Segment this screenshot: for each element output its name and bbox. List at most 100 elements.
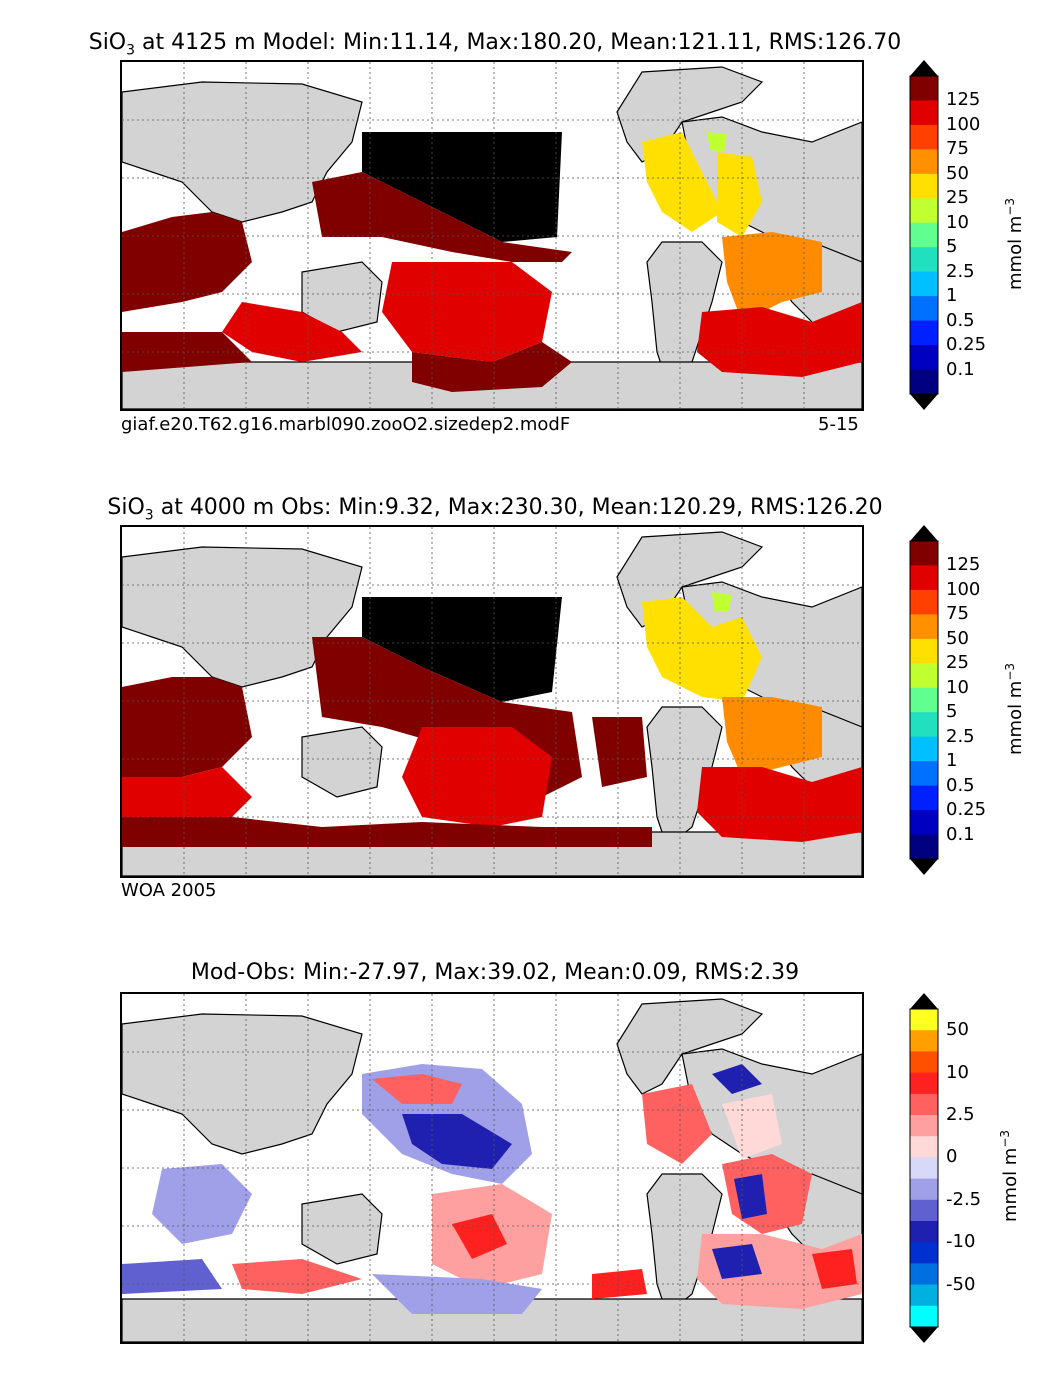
map-model [120, 60, 864, 411]
land-masses [122, 66, 862, 409]
colorbar-extend-top [910, 993, 938, 1009]
colorbar-tick-label: 100 [946, 113, 981, 135]
colorbar-swatch [910, 638, 938, 664]
colorbar-tick-label: 10 [946, 211, 969, 233]
colorbar-swatch [910, 1136, 938, 1158]
colorbar-swatch [910, 369, 938, 395]
colorbar-tick-label: 5 [946, 236, 958, 258]
colorbar-swatch [910, 761, 938, 787]
colorbar-tick-label: 50 [946, 162, 969, 184]
colorbar-tick-label: 0.5 [946, 309, 975, 331]
colorbar-tick-label: 0.25 [946, 334, 987, 356]
colorbar-tick-label: 75 [946, 138, 969, 160]
colorbar-swatch [910, 1051, 938, 1074]
colorbar-swatch [910, 271, 938, 297]
colorbar-tick-label: 0.25 [946, 799, 987, 821]
colorbar-obs [909, 525, 939, 875]
colorbar-swatch [910, 1009, 938, 1031]
colorbar-swatch [910, 736, 938, 762]
panel-model: SiO3 at 4125 m Model: Min:11.14, Max:180… [0, 0, 1054, 460]
colorbar-swatch [910, 1072, 938, 1095]
data-field [122, 592, 862, 847]
colorbar-swatch [910, 810, 938, 836]
caption-dataset: WOA 2005 [121, 880, 217, 901]
colorbar-diff [909, 993, 939, 1343]
colorbar-tick-label: -2.5 [946, 1188, 982, 1210]
colorbar-swatch [910, 565, 938, 591]
colorbar-swatch [910, 1284, 938, 1307]
map-graphic [122, 527, 862, 876]
colorbar-tick-label: 50 [946, 627, 969, 649]
colorbar-tick-label: -50 [946, 1273, 976, 1295]
colorbar-swatch [910, 320, 938, 346]
colorbar-unit: mmol m−3 [998, 1129, 1021, 1222]
colorbar-swatch [910, 198, 938, 224]
colorbar-swatch [910, 124, 938, 150]
colorbar-tick-label: 75 [946, 603, 969, 625]
colorbar-tick-label: 1 [946, 285, 958, 307]
colorbar-swatch [910, 100, 938, 126]
colorbar-swatch [910, 345, 938, 371]
colorbar-swatch [910, 1242, 938, 1264]
colorbar-tick-label: 10 [946, 1061, 969, 1083]
colorbar-model [909, 60, 939, 410]
map-diff [120, 992, 864, 1344]
colorbar-tick-label: 1 [946, 750, 958, 772]
colorbar-tick-label: 0.5 [946, 774, 975, 796]
panel-title: Mod-Obs: Min:-27.97, Max:39.02, Mean:0.0… [190, 960, 800, 985]
panel-obs: SiO3 at 4000 m Obs: Min:9.32, Max:230.30… [107, 495, 1026, 901]
colorbar-swatch [910, 173, 938, 199]
colorbar-swatch [910, 663, 938, 689]
colorbar-tick-label: 25 [946, 652, 969, 674]
colorbar-tick-label: 5 [946, 701, 958, 723]
data-field [122, 132, 862, 392]
colorbar-swatch [910, 1305, 938, 1328]
colorbar-graphic [909, 993, 939, 1343]
colorbar-tick-label: 0.1 [946, 823, 975, 845]
colorbar-tick-label: 2.5 [946, 725, 975, 747]
colorbar-swatch [910, 589, 938, 615]
map-graphic [122, 994, 862, 1342]
colorbar-tick-label: 0.1 [946, 358, 975, 380]
colorbar-tick-label: 125 [946, 89, 981, 111]
colorbar-swatch [910, 1199, 938, 1222]
colorbar-swatch [910, 834, 938, 860]
colorbar-extend-top [910, 60, 938, 76]
graticule [122, 62, 862, 409]
colorbar-tick-label: 50 [946, 1019, 969, 1041]
colorbar-swatch [910, 687, 938, 713]
colorbar-frame [909, 75, 939, 395]
colorbar-graphic [909, 60, 939, 410]
colorbar-tick-label: 125 [946, 554, 981, 576]
colorbar-tick-label: 0 [946, 1146, 958, 1168]
colorbar-extend-top [910, 525, 938, 541]
colorbar-swatch [910, 712, 938, 738]
colorbar-tick-label: 2.5 [946, 1104, 975, 1125]
colorbar-swatch [910, 247, 938, 273]
colorbar-swatch [910, 1221, 938, 1243]
colorbar-swatch [910, 1263, 938, 1286]
colorbar-tick-label: 25 [946, 187, 969, 209]
graticule [122, 527, 862, 876]
colorbar-extend-bottom [910, 859, 938, 875]
caption-years: 5-15 [818, 414, 859, 435]
colorbar-swatch [910, 1115, 938, 1137]
colorbar-swatch [910, 1093, 938, 1116]
colorbar-swatch [910, 541, 938, 566]
colorbar-swatch [910, 1178, 938, 1201]
panel-title: SiO3 at 4000 m Obs: Min:9.32, Max:230.30… [107, 495, 883, 524]
map-graphic [122, 62, 862, 409]
colorbar-swatch [910, 785, 938, 811]
colorbar-tick-label: 100 [946, 578, 981, 600]
colorbar-tick-label: -10 [946, 1231, 976, 1253]
map-obs [120, 525, 864, 878]
colorbar-tick-label: 2.5 [946, 260, 975, 282]
colorbar-swatch [910, 614, 938, 640]
colorbar-swatch [910, 149, 938, 175]
panel-title: SiO3 at 4125 m Model: Min:11.14, Max:180… [88, 30, 902, 59]
colorbar-swatch [910, 1157, 938, 1180]
colorbar-extend-bottom [910, 394, 938, 410]
colorbar-swatch [910, 222, 938, 248]
colorbar-frame [909, 540, 939, 860]
